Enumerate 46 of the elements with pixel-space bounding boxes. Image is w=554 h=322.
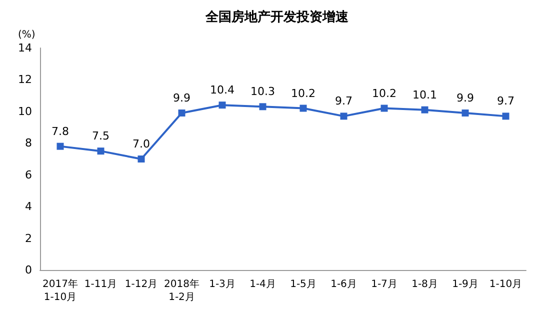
x-tick-label: 1-9月 [452,279,478,290]
point [259,103,266,110]
y-tick-label: 0 [25,264,32,276]
point [340,112,348,120]
x-tick-label: 1-3月 [209,279,236,290]
data-label: 7.5 [92,130,110,143]
data-label: 10.4 [210,84,234,97]
point [300,104,307,112]
point [380,104,388,112]
point [97,148,104,155]
data-label: 10.2 [372,86,396,100]
data-label: 9.7 [497,94,514,108]
x-tick-label: 1-10月 [489,279,522,290]
x-tick-label: 2018年 1-2月 [164,278,200,303]
data-label: 9.9 [456,92,474,105]
point [218,102,226,109]
x-tick-label: 1-5月 [290,279,316,290]
data-label: 9.9 [173,92,190,105]
data-label: 10.3 [250,85,275,98]
x-tick-label: 1-4月 [250,279,276,290]
x-tick-label: 1-12月 [124,279,158,290]
data-label: 9.7 [335,94,352,108]
x-tick-label: 1-8月 [412,279,438,290]
y-tick-label: 6 [25,168,32,182]
point [56,142,64,150]
data-label: 7.0 [132,138,150,150]
point [462,110,469,117]
point [502,112,510,120]
x-tick-label: 1-6月 [330,279,357,290]
point [138,156,145,162]
data-label: 10.1 [412,88,437,102]
point [178,110,186,117]
y-tick-label: 8 [25,136,32,150]
point [421,106,428,114]
y-tick-label: 2 [25,232,32,245]
chart-title: 全国房地产开发投资增速 [204,9,350,25]
data-label: 7.8 [52,124,69,138]
y-tick-label: 12 [18,73,32,86]
x-tick-label: 2017年 1-10月 [42,278,78,303]
data-label: 10.2 [291,86,316,100]
y-axis-title: (%) [18,30,36,40]
x-tick-label: 1-11月 [84,279,118,290]
y-tick-label: 10 [18,104,32,118]
y-tick-label: 14 [18,42,32,54]
y-tick-label: 4 [25,200,32,214]
x-tick-label: 1-7月 [371,279,398,290]
